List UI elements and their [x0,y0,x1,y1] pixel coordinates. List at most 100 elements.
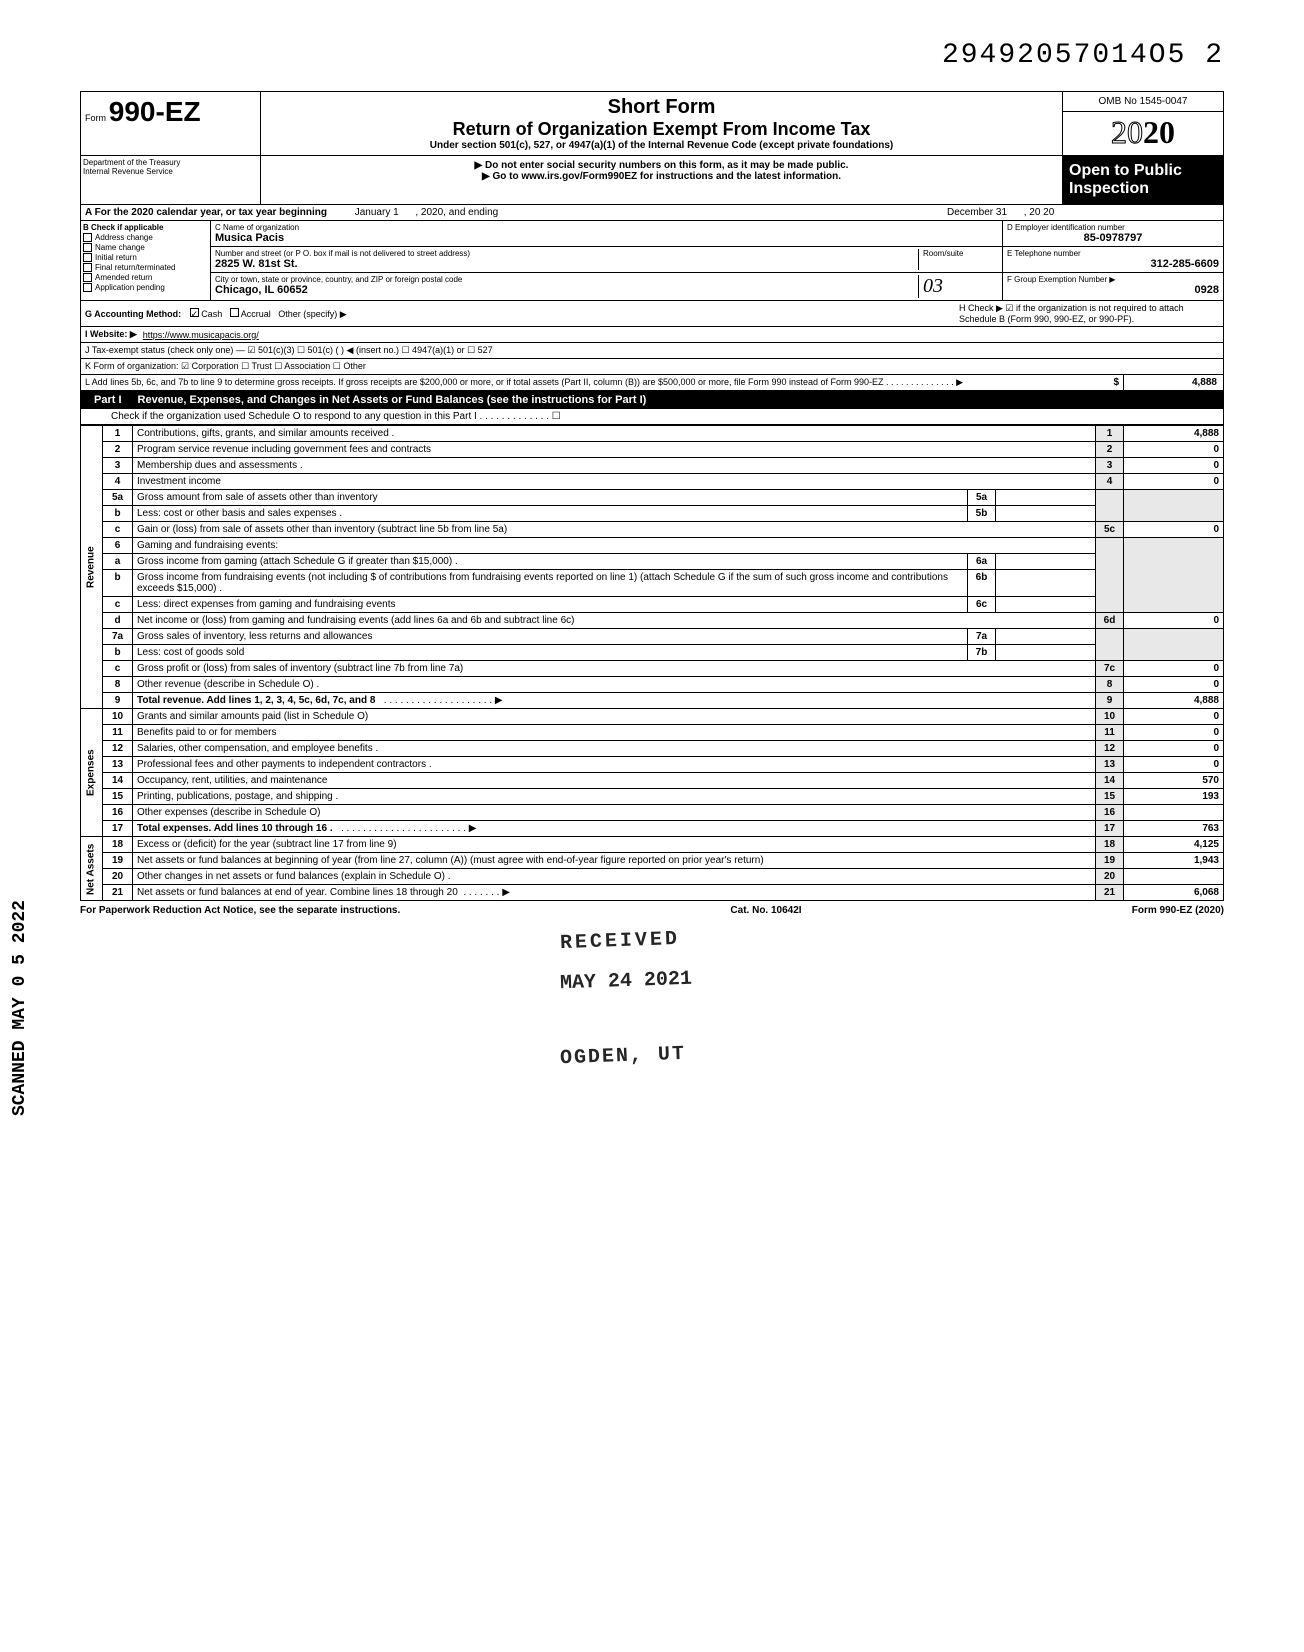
line-18-desc: Excess or (deficit) for the year (subtra… [133,837,1096,853]
line-18-val: 4,125 [1124,837,1224,853]
line-7b-num: b [103,645,133,661]
info-grid: B Check if applicable Address change Nam… [80,221,1224,301]
line-6b-subval [996,570,1096,597]
line-6a-desc: Gross income from gaming (attach Schedul… [133,554,968,570]
l-desc: L Add lines 5b, 6c, and 7b to line 9 to … [81,375,1109,390]
lbl-initial-return: Initial return [95,253,137,262]
line-1-box: 1 [1096,426,1124,442]
line-17-desc: Total expenses. Add lines 10 through 16 … [133,821,1096,837]
column-c: C Name of organization Musica Pacis Numb… [211,221,1003,300]
meta-rows: G Accounting Method: ✓ Cash Accrual Othe… [80,301,1224,375]
page-footer: For Paperwork Reduction Act Notice, see … [80,901,1224,916]
line-18-num: 18 [103,837,133,853]
line-6a-sub: 6a [968,554,996,570]
line-15-num: 15 [103,789,133,805]
part1-label: Part I [86,394,130,406]
line-7c-num: c [103,661,133,677]
form-prefix: Form [85,113,106,123]
line-17-num: 17 [103,821,133,837]
line-9-desc: Total revenue. Add lines 1, 2, 3, 4, 5c,… [133,693,1096,709]
line-5b-num: b [103,506,133,522]
line-12-desc: Salaries, other compensation, and employ… [133,741,1096,757]
line-2-num: 2 [103,442,133,458]
cb-application-pending[interactable] [83,283,92,292]
lbl-name-change: Name change [95,243,145,252]
org-name-label: C Name of organization [215,223,998,232]
cb-initial-return[interactable] [83,253,92,262]
phone: 312-285-6609 [1007,258,1219,270]
line-12-num: 12 [103,741,133,757]
line-6c-num: c [103,597,133,613]
line-7c-desc: Gross profit or (loss) from sales of inv… [133,661,1096,677]
h-schedule-b: H Check ▶ ☑ if the organization is not r… [959,303,1219,324]
line-6a-num: a [103,554,133,570]
line-5a-desc: Gross amount from sale of assets other t… [133,490,968,506]
cb-amended-return[interactable] [83,273,92,282]
line-5c-num: c [103,522,133,538]
cb-final-return[interactable] [83,263,92,272]
line-21-num: 21 [103,885,133,901]
open-to-public: Open to Public Inspection [1063,156,1223,204]
paperwork-notice: For Paperwork Reduction Act Notice, see … [80,905,400,916]
dept-row: Department of the Treasury Internal Reve… [80,156,1224,205]
line-11-box: 11 [1096,725,1124,741]
cb-accrual[interactable] [230,308,239,317]
dept-treasury: Department of the Treasury [83,158,258,167]
dollar-sign: $ [1109,377,1123,388]
omb-number: OMB No 1545-0047 [1063,92,1223,112]
line-5c-desc: Gain or (loss) from sale of assets other… [133,522,1096,538]
line-5a-subval [996,490,1096,506]
line-19-desc: Net assets or fund balances at beginning… [133,853,1096,869]
cb-address-change[interactable] [83,233,92,242]
line-6b-desc: Gross income from fundraising events (no… [133,570,968,597]
expenses-side-label: Expenses [81,709,103,837]
line-6d-val: 0 [1124,613,1224,629]
g-label: G Accounting Method: [85,309,181,319]
return-title: Return of Organization Exempt From Incom… [265,119,1058,140]
line-4-box: 4 [1096,474,1124,490]
line-3-val: 0 [1124,458,1224,474]
shaded-5 [1096,490,1124,522]
line-10-desc: Grants and similar amounts paid (list in… [133,709,1096,725]
line-10-box: 10 [1096,709,1124,725]
line-7a-sub: 7a [968,629,996,645]
line-19-box: 19 [1096,853,1124,869]
line-6a-subval [996,554,1096,570]
line-7c-box: 7c [1096,661,1124,677]
line-2-desc: Program service revenue including govern… [133,442,1096,458]
line-11-val: 0 [1124,725,1224,741]
line-21-val: 6,068 [1124,885,1224,901]
line-7b-desc: Less: cost of goods sold [133,645,968,661]
line-10-val: 0 [1124,709,1224,725]
line-1-val: 4,888 [1124,426,1224,442]
cb-cash[interactable]: ✓ [190,308,199,317]
line-11-num: 11 [103,725,133,741]
line-2-box: 2 [1096,442,1124,458]
line-6b-num: b [103,570,133,597]
ssn-warning: ▶ Do not enter social security numbers o… [265,160,1058,171]
line-15-desc: Printing, publications, postage, and shi… [133,789,1096,805]
line-9-num: 9 [103,693,133,709]
year-2020: , 2020, and ending [415,207,498,218]
shaded-6-val [1124,538,1224,613]
line-7a-subval [996,629,1096,645]
dept-irs: Internal Revenue Service [83,167,258,176]
city-state-zip: Chicago, IL 60652 [215,284,918,296]
ogden-stamp: OGDEN, UT [560,1043,687,1070]
line-16-desc: Other expenses (describe in Schedule O) [133,805,1096,821]
line-3-box: 3 [1096,458,1124,474]
section-a-tax-year: A For the 2020 calendar year, or tax yea… [80,205,1224,221]
revenue-side-label: Revenue [81,426,103,709]
line-15-val: 193 [1124,789,1224,805]
line-19-val: 1,943 [1124,853,1224,869]
line-8-box: 8 [1096,677,1124,693]
addr-label: Number and street (or P O. box if mail i… [215,249,918,258]
col-b-header: B Check if applicable [83,223,163,232]
line-5b-sub: 5b [968,506,996,522]
line-7a-desc: Gross sales of inventory, less returns a… [133,629,968,645]
instructions-link: ▶ Go to www.irs.gov/Form990EZ for instru… [265,171,1058,182]
line-19-num: 19 [103,853,133,869]
cb-name-change[interactable] [83,243,92,252]
l-amount: 4,888 [1123,375,1223,390]
line-12-box: 12 [1096,741,1124,757]
